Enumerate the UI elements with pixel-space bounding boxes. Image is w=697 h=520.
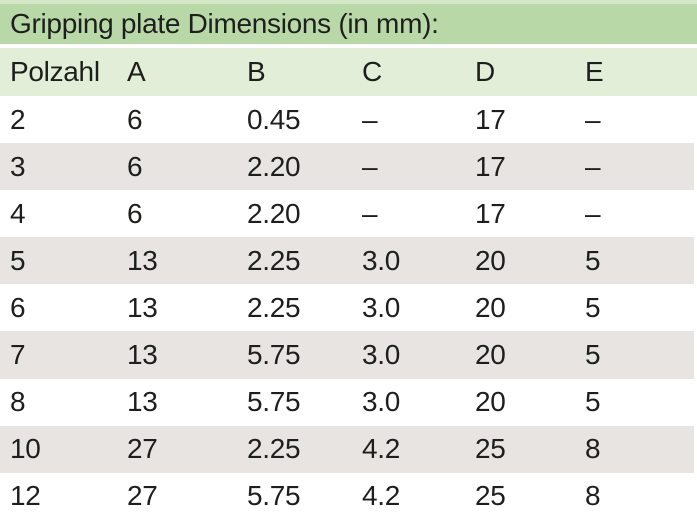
table-cell: 20 <box>475 244 506 276</box>
table-cell: 13 <box>127 244 158 276</box>
column-header: C <box>362 56 382 87</box>
table-cell: 25 <box>475 433 506 465</box>
top-accent-strip <box>0 0 697 4</box>
table-cell: – <box>585 103 601 135</box>
table-cell: 20 <box>475 339 506 371</box>
table-cell: – <box>362 103 378 135</box>
table-row: 5 13 2.25 3.0 20 5 <box>0 237 697 285</box>
table-cell: 6 <box>127 197 143 229</box>
column-header: E <box>585 56 604 87</box>
column-header: B <box>247 56 266 87</box>
table-row: 10 27 2.25 4.2 25 8 <box>0 425 697 473</box>
table-cell: 7 <box>10 339 26 371</box>
table-cell: 20 <box>475 386 506 418</box>
table-cell: 3.0 <box>362 291 401 323</box>
table-cell: 20 <box>475 291 506 323</box>
table-row: 4 6 2.20 – 17 – <box>0 190 697 238</box>
table-cell: 25 <box>475 480 506 512</box>
table-cell: 5.75 <box>247 480 301 512</box>
table-cell: 27 <box>127 433 158 465</box>
table-cell: 2.25 <box>247 433 301 465</box>
table-cell: 13 <box>127 339 158 371</box>
table-cell: 5 <box>585 386 601 418</box>
column-header: Polzahl <box>10 56 100 87</box>
column-header: A <box>127 56 146 87</box>
table-row: 6 13 2.25 3.0 20 5 <box>0 284 697 332</box>
table-cell: 17 <box>475 103 506 135</box>
table-cell: 4.2 <box>362 480 401 512</box>
table-cell: 12 <box>10 480 41 512</box>
table-cell: 4 <box>10 197 26 229</box>
table-body: 2 6 0.45 – 17 – 3 6 2.20 – 17 – 4 6 2.20 – 17 – 5 13 2.25 3.0… <box>0 96 697 520</box>
table-cell: 8 <box>585 480 601 512</box>
table-cell: 5 <box>585 339 601 371</box>
table-cell: 3.0 <box>362 339 401 371</box>
table-row: 3 6 2.20 – 17 – <box>0 143 697 191</box>
table-cell: 5.75 <box>247 386 301 418</box>
table-row: 12 27 5.75 4.2 25 8 <box>0 472 697 520</box>
table-cell: 5 <box>10 244 26 276</box>
table-title-bar: Gripping plate Dimensions (in mm): <box>0 4 697 44</box>
table-row: 2 6 0.45 – 17 – <box>0 96 697 144</box>
table-cell: – <box>362 197 378 229</box>
table-cell: – <box>585 197 601 229</box>
table-cell: 8 <box>585 433 601 465</box>
column-header: D <box>475 56 495 87</box>
table-cell: – <box>585 150 601 182</box>
table-cell: 0.45 <box>247 103 301 135</box>
table-cell: 6 <box>127 103 143 135</box>
table-cell: 4.2 <box>362 433 401 465</box>
table-cell: 2.25 <box>247 244 301 276</box>
table-cell: 2 <box>10 103 26 135</box>
table-cell: 6 <box>10 291 26 323</box>
table-cell: 5 <box>585 244 601 276</box>
table-header-row: Polzahl A B C D E <box>0 48 697 96</box>
table-cell: 6 <box>127 150 143 182</box>
table-cell: 5.75 <box>247 339 301 371</box>
table-cell: 27 <box>127 480 158 512</box>
table-cell: 13 <box>127 386 158 418</box>
table-cell: 2.20 <box>247 197 301 229</box>
table-cell: 2.20 <box>247 150 301 182</box>
table-cell: 13 <box>127 291 158 323</box>
table-cell: – <box>362 150 378 182</box>
table-cell: 3 <box>10 150 26 182</box>
table-row: 7 13 5.75 3.0 20 5 <box>0 331 697 379</box>
table-cell: 3.0 <box>362 386 401 418</box>
table-cell: 10 <box>10 433 41 465</box>
table-cell: 5 <box>585 291 601 323</box>
table-title: Gripping plate Dimensions (in mm): <box>10 8 439 39</box>
table-cell: 8 <box>10 386 26 418</box>
table-cell: 17 <box>475 150 506 182</box>
table-cell: 2.25 <box>247 291 301 323</box>
title-separator <box>0 44 697 48</box>
table-row: 8 13 5.75 3.0 20 5 <box>0 378 697 426</box>
table-cell: 17 <box>475 197 506 229</box>
table-cell: 3.0 <box>362 244 401 276</box>
